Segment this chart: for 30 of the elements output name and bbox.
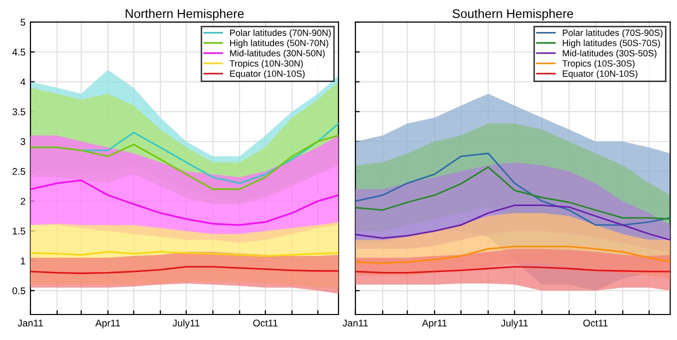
legend-label: Mid-latitudes (30S-50S) — [562, 50, 656, 58]
y-tick-label: 2 — [20, 198, 26, 205]
legend-label: Polar latitudes (70S-90S) — [562, 29, 662, 38]
x-tick-label: Apr11 — [422, 320, 447, 328]
legend-label: Tropics (10S-30S) — [562, 60, 634, 68]
x-tick-label: July11 — [172, 319, 200, 328]
y-tick-label: 0.5 — [12, 287, 26, 294]
legend-label: High latitudes (50S-70S) — [562, 40, 660, 48]
legend-label: Equator (10N-10S) — [230, 70, 305, 79]
x-tick-label: Apr11 — [95, 320, 120, 328]
y-tick-label: 4.5 — [12, 48, 26, 56]
x-tick-label: Jan11 — [342, 320, 368, 326]
y-tick-label: 2.5 — [12, 168, 26, 175]
chart-title: Southern Hemisphere — [452, 8, 574, 21]
x-tick-label: Oct11 — [253, 320, 278, 326]
x-tick-label: Oct11 — [583, 320, 608, 326]
y-tick-label: 5 — [20, 18, 26, 26]
y-tick-label: 1.5 — [12, 228, 26, 235]
x-tick-label: Jan11 — [18, 320, 43, 326]
legend-label: Mid-latitudes (30N-50N) — [230, 50, 325, 58]
legend-label: High latitudes (50N-70N) — [230, 40, 328, 48]
legend-label: Polar latitudes (70N-90N) — [230, 29, 331, 38]
x-tick-label: July11 — [501, 319, 528, 328]
y-tick-label: 3 — [20, 138, 26, 146]
chart-title: Northern Hemisphere — [126, 8, 244, 21]
y-tick-label: 4 — [20, 78, 26, 86]
legend-label: Tropics (10N-30N) — [230, 60, 303, 68]
y-tick-label: 1 — [20, 258, 26, 264]
y-tick-label: 3.5 — [12, 108, 26, 116]
legend-label: Equator (10N-10S) — [562, 70, 638, 79]
